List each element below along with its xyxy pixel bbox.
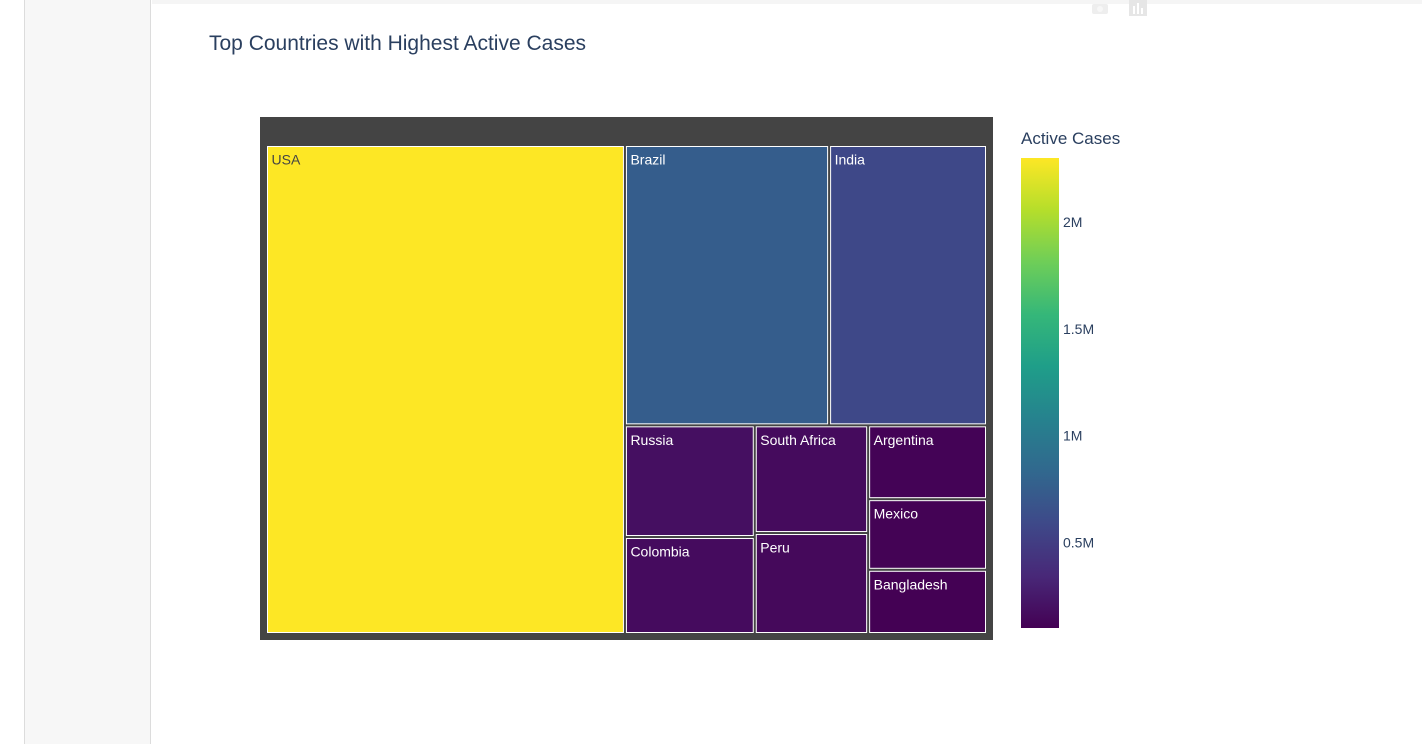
left-sidebar-gutter xyxy=(24,0,151,744)
treemap-tile-peru[interactable]: Peru xyxy=(755,534,868,633)
treemap-tile-rect-russia[interactable] xyxy=(625,426,754,537)
treemap-tile-label-russia: Russia xyxy=(630,432,673,448)
colorbar-gradient xyxy=(1021,158,1059,628)
treemap-tile-russia[interactable]: Russia xyxy=(625,426,754,537)
treemap-tile-colombia[interactable]: Colombia xyxy=(625,538,754,634)
treemap-tile-label-bangladesh: Bangladesh xyxy=(874,576,948,592)
treemap-tile-usa[interactable]: USA xyxy=(267,146,624,633)
treemap-tile-rect-mexico[interactable] xyxy=(869,500,986,569)
colorbar: Active Cases 2M 1.5M 1M 0.5M xyxy=(1021,129,1120,628)
treemap-tile-label-peru: Peru xyxy=(760,540,790,556)
treemap-tile-label-argentina: Argentina xyxy=(874,432,934,448)
treemap-tile-bangladesh[interactable]: Bangladesh xyxy=(869,570,986,634)
colorbar-tick-label: 1.5M xyxy=(1063,321,1094,337)
treemap-tile-rect-colombia[interactable] xyxy=(625,538,754,634)
top-strip xyxy=(152,0,1422,4)
colorbar-tick-label: 2M xyxy=(1063,214,1082,230)
colorbar-tick-label: 0.5M xyxy=(1063,535,1094,551)
treemap-tile-label-india: India xyxy=(835,152,866,168)
treemap-tile-label-south-africa: South Africa xyxy=(760,432,836,448)
treemap-tile-label-colombia: Colombia xyxy=(630,544,689,560)
treemap-tile-rect-peru[interactable] xyxy=(755,534,868,633)
chart-title: Top Countries with Highest Active Cases xyxy=(209,32,587,55)
treemap-tile-rect-argentina[interactable] xyxy=(869,426,986,499)
treemap-tile-rect-usa[interactable] xyxy=(267,146,624,633)
colorbar-title: Active Cases xyxy=(1021,129,1120,148)
treemap-tile-rect-bangladesh[interactable] xyxy=(869,570,986,634)
camera-icon[interactable] xyxy=(1090,0,1110,16)
colorbar-tick-label: 1M xyxy=(1063,428,1082,444)
treemap-tiles: USA Brazil India Russia Colombia South Africa… xyxy=(260,117,993,640)
treemap-tile-label-usa: USA xyxy=(272,152,301,168)
treemap-tile-india[interactable]: India xyxy=(830,146,986,425)
treemap-tile-rect-south-africa[interactable] xyxy=(755,426,868,533)
treemap-tile-brazil[interactable]: Brazil xyxy=(625,146,829,425)
treemap-tile-label-brazil: Brazil xyxy=(630,152,665,168)
bar-chart-icon[interactable] xyxy=(1128,0,1148,16)
treemap-tile-south-africa[interactable]: South Africa xyxy=(755,426,868,533)
treemap-tile-rect-brazil[interactable] xyxy=(625,146,829,425)
treemap-tile-label-mexico: Mexico xyxy=(874,506,919,522)
treemap-tile-argentina[interactable]: Argentina xyxy=(869,426,986,499)
treemap-tile-rect-india[interactable] xyxy=(830,146,986,425)
plot-modebar xyxy=(1090,0,1148,16)
treemap-tile-mexico[interactable]: Mexico xyxy=(869,500,986,569)
